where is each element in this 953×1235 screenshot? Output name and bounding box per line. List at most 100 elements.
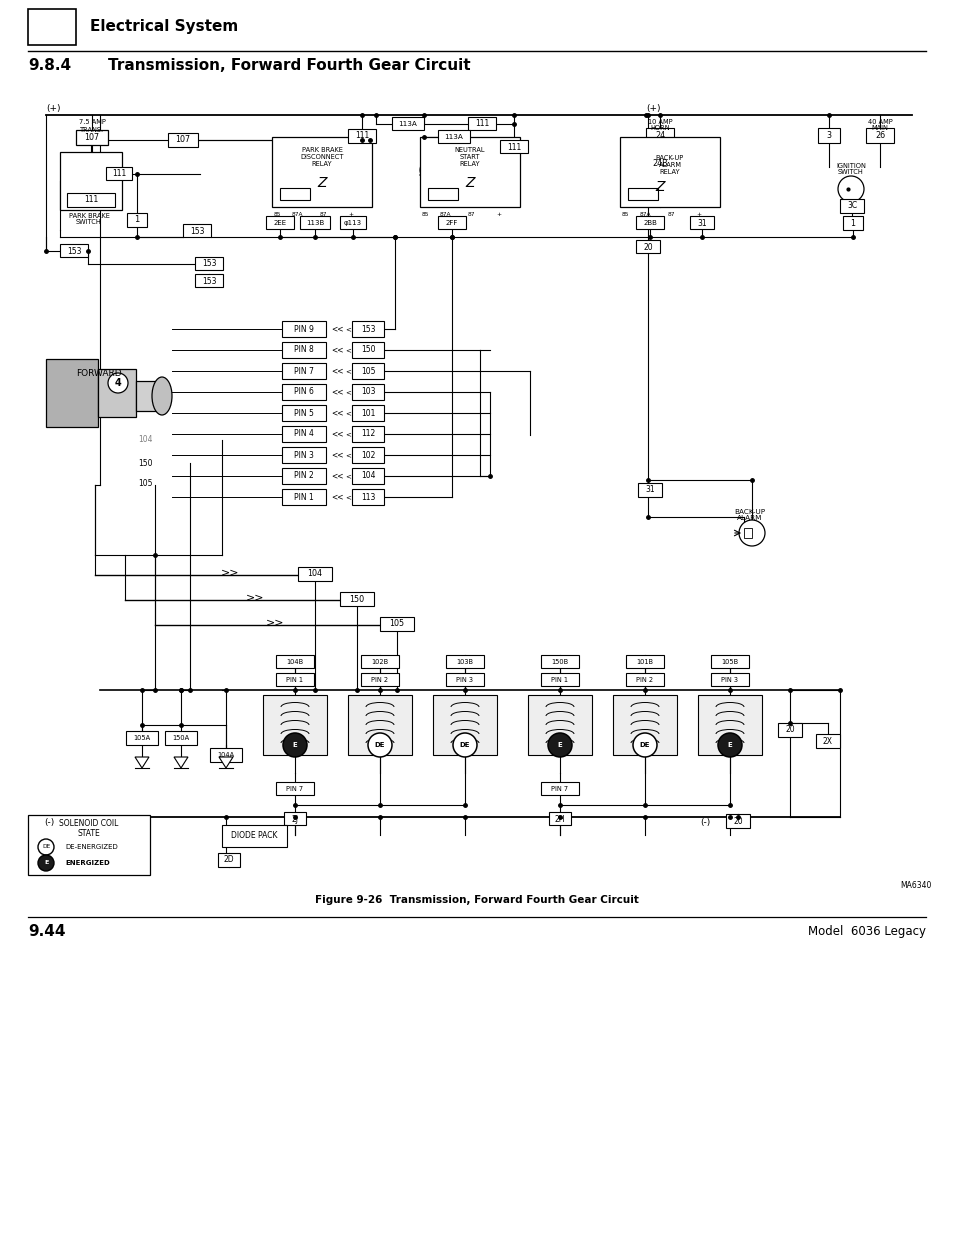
Bar bbox=[540, 655, 578, 668]
Bar bbox=[625, 655, 663, 668]
Text: <<: << bbox=[332, 493, 344, 501]
Text: <<: << bbox=[332, 430, 344, 438]
Text: 2J: 2J bbox=[292, 815, 298, 824]
Text: 102B: 102B bbox=[371, 659, 388, 664]
Bar bbox=[352, 447, 384, 463]
Bar bbox=[636, 240, 659, 253]
Text: (-): (-) bbox=[700, 818, 709, 826]
Text: <<: << bbox=[332, 388, 344, 396]
Text: FORWARD: FORWARD bbox=[76, 368, 121, 378]
Bar bbox=[275, 782, 314, 795]
Text: 153: 153 bbox=[67, 247, 81, 256]
Text: 111: 111 bbox=[112, 169, 126, 179]
Polygon shape bbox=[173, 757, 188, 768]
Bar bbox=[60, 152, 122, 210]
Bar bbox=[360, 673, 398, 685]
Text: 1: 1 bbox=[850, 219, 855, 227]
Text: 2BB: 2BB bbox=[642, 220, 657, 226]
Bar bbox=[136, 382, 166, 411]
Bar bbox=[339, 592, 374, 606]
Text: 113B: 113B bbox=[306, 220, 324, 226]
Bar bbox=[28, 9, 76, 44]
Bar bbox=[282, 342, 326, 358]
Text: (+): (+) bbox=[46, 105, 60, 114]
Text: 101: 101 bbox=[360, 409, 375, 417]
Text: 31: 31 bbox=[644, 485, 654, 494]
Text: 87A: 87A bbox=[639, 211, 651, 216]
Text: Figure 9-26  Transmission, Forward Fourth Gear Circuit: Figure 9-26 Transmission, Forward Fourth… bbox=[314, 895, 639, 905]
Bar bbox=[282, 321, 326, 337]
Text: PIN 1: PIN 1 bbox=[286, 677, 303, 683]
Bar bbox=[625, 673, 663, 685]
Text: <<: << bbox=[332, 451, 344, 459]
Text: BACK-UP
ALARM: BACK-UP ALARM bbox=[734, 509, 764, 521]
Text: 20: 20 bbox=[733, 816, 742, 825]
Text: <: < bbox=[345, 389, 351, 395]
Bar bbox=[613, 695, 677, 755]
Text: 4: 4 bbox=[114, 378, 121, 388]
Text: 113A: 113A bbox=[398, 121, 417, 127]
Bar bbox=[266, 216, 294, 228]
Bar bbox=[280, 188, 310, 200]
Text: DIODE PACK: DIODE PACK bbox=[231, 831, 277, 841]
Text: 87A: 87A bbox=[292, 211, 303, 216]
Bar bbox=[352, 342, 384, 358]
Bar bbox=[725, 814, 749, 827]
Text: <<: << bbox=[332, 409, 344, 417]
Text: 2D: 2D bbox=[223, 856, 234, 864]
Text: 85: 85 bbox=[621, 211, 629, 216]
Circle shape bbox=[547, 734, 572, 757]
Bar bbox=[165, 731, 196, 745]
Text: 85: 85 bbox=[421, 211, 429, 216]
Text: 9.8.4: 9.8.4 bbox=[28, 58, 71, 73]
Bar bbox=[282, 426, 326, 442]
Text: PIN 4: PIN 4 bbox=[294, 430, 314, 438]
Bar bbox=[98, 369, 136, 417]
Bar bbox=[210, 748, 242, 762]
Text: 153: 153 bbox=[201, 259, 216, 268]
Bar bbox=[339, 216, 366, 228]
Text: 153: 153 bbox=[201, 277, 216, 285]
Bar bbox=[437, 130, 470, 143]
Text: 150: 150 bbox=[349, 594, 364, 604]
Circle shape bbox=[368, 734, 392, 757]
Text: 3C: 3C bbox=[846, 201, 856, 210]
Circle shape bbox=[633, 734, 657, 757]
Text: 2EE: 2EE bbox=[274, 220, 286, 226]
Bar bbox=[282, 468, 326, 484]
Text: PIN 7: PIN 7 bbox=[286, 785, 303, 792]
Text: SOLENOID COIL: SOLENOID COIL bbox=[59, 819, 118, 827]
Text: PARK BRAKE
SWITCH: PARK BRAKE SWITCH bbox=[69, 212, 110, 226]
Bar bbox=[815, 734, 840, 748]
Bar bbox=[419, 137, 519, 207]
Text: 105: 105 bbox=[138, 478, 152, 488]
Text: PIN 7: PIN 7 bbox=[551, 785, 568, 792]
Text: 105: 105 bbox=[360, 367, 375, 375]
Text: 20: 20 bbox=[784, 725, 794, 735]
Text: 101B: 101B bbox=[636, 659, 653, 664]
Bar bbox=[352, 321, 384, 337]
Bar bbox=[297, 567, 332, 580]
Bar bbox=[840, 199, 863, 212]
Text: <: < bbox=[345, 473, 351, 479]
Text: 112: 112 bbox=[360, 430, 375, 438]
Text: ENERGIZED: ENERGIZED bbox=[65, 860, 110, 866]
Bar bbox=[218, 853, 240, 867]
Bar bbox=[28, 815, 150, 876]
Circle shape bbox=[837, 177, 863, 203]
Ellipse shape bbox=[152, 377, 172, 415]
Bar bbox=[636, 216, 663, 228]
Bar bbox=[638, 483, 661, 496]
Bar bbox=[778, 722, 801, 737]
Text: 113: 113 bbox=[360, 493, 375, 501]
Text: 24B: 24B bbox=[652, 159, 667, 168]
Text: >>: >> bbox=[220, 567, 239, 577]
Text: PIN 3: PIN 3 bbox=[294, 451, 314, 459]
Bar bbox=[126, 731, 158, 745]
Bar bbox=[698, 695, 761, 755]
Text: φ113: φ113 bbox=[344, 220, 362, 226]
Bar bbox=[468, 117, 496, 130]
Bar bbox=[527, 695, 592, 755]
Text: PIN 2: PIN 2 bbox=[294, 472, 314, 480]
Text: +: + bbox=[496, 211, 500, 216]
